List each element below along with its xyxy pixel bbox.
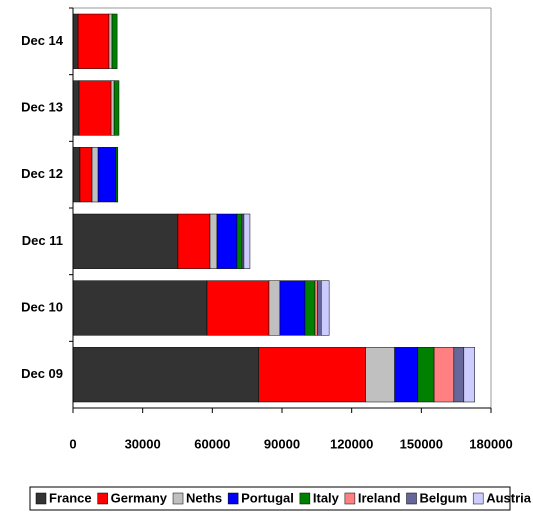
x-tick-label: 60000 (194, 436, 230, 451)
bar-segment (279, 280, 306, 336)
legend-swatch (227, 492, 239, 505)
legend-label: Italy (313, 490, 340, 505)
bar-segment (268, 280, 281, 336)
bar-segment (241, 213, 245, 269)
legend-swatch (299, 492, 311, 505)
bar-segment (243, 213, 251, 269)
bar-segment (209, 213, 218, 269)
legend-label: Ireland (358, 490, 401, 505)
bar-segment (113, 80, 120, 136)
legend-box (29, 486, 511, 511)
bar-segment (417, 347, 435, 403)
bar-segment (394, 347, 419, 403)
y-tick-label: Dec 12 (21, 166, 63, 181)
x-tick-label: 180000 (469, 436, 512, 451)
bar-segment (236, 213, 243, 269)
bar-segment (72, 13, 79, 69)
legend-swatch (35, 492, 47, 505)
x-tick-label: 90000 (264, 436, 300, 451)
x-tick-label: 30000 (125, 436, 161, 451)
x-tick-label: 120000 (330, 436, 373, 451)
legend-label: Portugal (241, 490, 294, 505)
legend-label: France (49, 490, 92, 505)
bar-segment (433, 347, 455, 403)
bar-segment (258, 347, 366, 403)
bar-segment (78, 80, 112, 136)
bar-segment (77, 13, 110, 69)
bar-segment (97, 147, 117, 203)
legend-swatch (406, 492, 417, 505)
bar-segment (72, 147, 81, 203)
legend-swatch (472, 492, 484, 505)
y-tick-label: Dec 14 (21, 33, 64, 48)
bar-segment (72, 280, 208, 336)
legend-label: Neths (186, 490, 222, 505)
bar-segment (111, 13, 118, 69)
bar-segment (453, 347, 465, 403)
x-tick-label: 150000 (400, 436, 443, 451)
legend-swatch (344, 492, 356, 505)
bar-segment (79, 147, 93, 203)
bar-segment (72, 213, 179, 269)
y-tick-label: Dec 13 (21, 99, 63, 114)
bar-segment (216, 213, 238, 269)
bar-segment (206, 280, 270, 336)
bar-segment (110, 80, 115, 136)
bar-segment (108, 13, 113, 69)
bar-segment (115, 147, 119, 203)
bar-segment (365, 347, 395, 403)
bar-segment (320, 280, 330, 336)
y-tick-label: Dec 10 (21, 299, 63, 314)
legend-swatch (172, 492, 184, 505)
bar-segment (304, 280, 316, 336)
legend-label: Belgum (420, 490, 468, 505)
bar-segment (91, 147, 99, 203)
legend-swatch (97, 492, 108, 505)
legend-label: Germany (111, 490, 168, 505)
bar-segment (463, 347, 475, 403)
y-tick-label: Dec 11 (22, 233, 63, 248)
x-tick-label: 0 (69, 436, 76, 451)
y-tick-label: Dec 09 (21, 366, 63, 381)
bar-segment (177, 213, 211, 269)
bar-segment (317, 280, 322, 336)
bar-segment (314, 280, 318, 336)
bar-segment (72, 347, 260, 403)
legend-label: Austria (486, 490, 532, 505)
bar-segment (72, 80, 80, 136)
